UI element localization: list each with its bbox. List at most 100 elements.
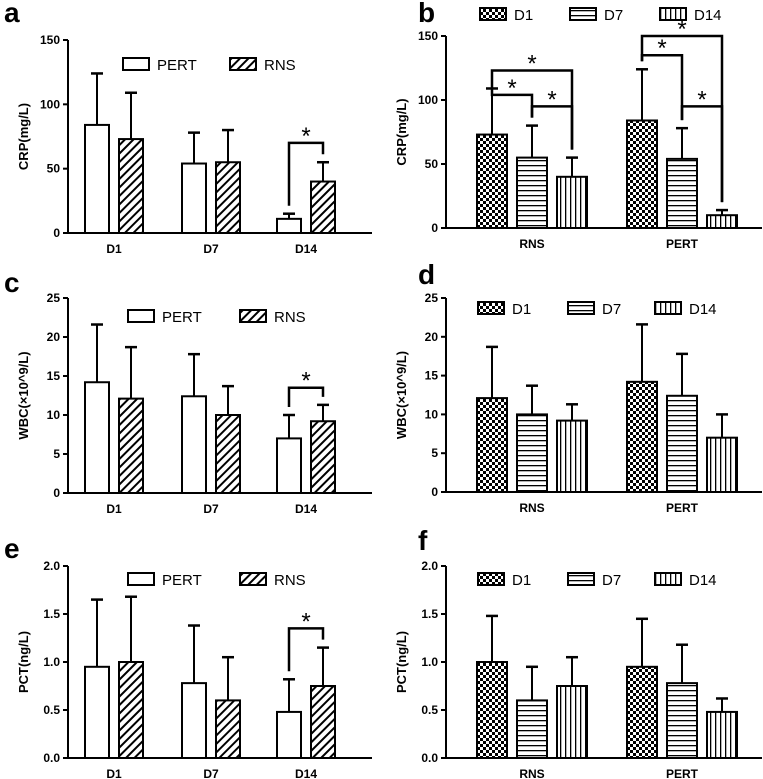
y-tick-label: 25 <box>425 291 439 305</box>
panel-d: 0 5 10 15 20 25 WBC(×10^9/L) RNS PERT D1 D7 D14 <box>394 291 762 515</box>
x-tick-label: PERT <box>666 767 699 779</box>
panel-label-e: e <box>4 533 20 564</box>
significance-star: * <box>527 51 536 78</box>
y-tick-label: 150 <box>418 29 438 43</box>
legend-label: PERT <box>162 309 202 326</box>
x-tick-label: RNS <box>519 237 544 251</box>
legend-swatch <box>654 572 682 586</box>
significance-bracket <box>287 386 325 407</box>
bar-d14 <box>706 214 738 229</box>
legend-label: D14 <box>689 572 717 589</box>
bar-pert <box>181 162 207 235</box>
x-tick-label: D7 <box>203 242 219 256</box>
legend-label: D1 <box>512 301 531 318</box>
y-tick-label: 0 <box>431 221 438 235</box>
y-tick-label: 10 <box>425 407 439 421</box>
y-tick-label: 1.0 <box>421 655 438 669</box>
legend-swatch <box>567 301 595 315</box>
legend-label: PERT <box>162 572 202 589</box>
y-axis-label: PCT(ng/L) <box>16 631 31 693</box>
bar-d7 <box>516 156 548 230</box>
bar-rns <box>310 420 336 494</box>
legend-label: D1 <box>512 572 531 589</box>
y-tick-label: 100 <box>418 93 438 107</box>
bar-pert <box>181 395 207 494</box>
legend-swatch <box>477 301 505 315</box>
bar-rns <box>215 161 241 235</box>
bar-d1 <box>476 133 508 229</box>
bar-d1 <box>476 397 508 494</box>
legend-label: D7 <box>602 301 621 318</box>
bar-d14 <box>706 710 738 759</box>
legend-label: D1 <box>514 7 533 24</box>
legend-swatch <box>477 572 505 586</box>
y-tick-label: 1.5 <box>43 607 60 621</box>
y-tick-label: 15 <box>47 369 61 383</box>
legend-swatch <box>567 572 595 586</box>
y-axis-label: CRP(mg/L) <box>394 98 409 165</box>
bar-d1 <box>626 665 658 759</box>
y-axis-label: CRP(mg/L) <box>16 103 31 170</box>
x-tick-label: D7 <box>203 502 219 516</box>
y-tick-label: 20 <box>47 330 61 344</box>
bar-pert <box>84 665 110 759</box>
y-tick-label: 0.0 <box>421 751 438 765</box>
bar-d14 <box>556 685 588 759</box>
legend-swatch <box>127 572 155 586</box>
bar-d7 <box>516 699 548 760</box>
legend-swatch <box>479 7 507 21</box>
bar-d1 <box>626 119 658 229</box>
panel-a: 0 50 100 150 CRP(mg/L) D1 D7 D14 PERT RNS * <box>16 33 372 256</box>
y-tick-label: 100 <box>40 97 60 111</box>
legend-swatch <box>229 57 257 71</box>
y-tick-label: 1.5 <box>421 607 438 621</box>
significance-bracket <box>490 69 574 150</box>
legend-swatch <box>654 301 682 315</box>
panel-label-c: c <box>4 267 20 298</box>
y-tick-label: 0 <box>53 486 60 500</box>
panel-label-d: d <box>418 259 436 290</box>
y-tick-label: 1.0 <box>43 655 60 669</box>
legend-label: D14 <box>694 7 722 24</box>
significance-star: * <box>301 608 310 635</box>
legend-label: RNS <box>274 309 306 326</box>
y-tick-label: 2.0 <box>43 559 60 573</box>
bar-d1 <box>626 380 658 494</box>
bar-pert <box>181 682 207 759</box>
y-tick-label: 50 <box>47 162 61 176</box>
bar-rns <box>215 414 241 494</box>
bar-pert <box>276 710 302 759</box>
significance-star: * <box>301 368 310 395</box>
bar-d7 <box>516 413 548 493</box>
significance-star: * <box>547 86 556 113</box>
x-tick-label: PERT <box>666 237 699 251</box>
legend-label: PERT <box>157 57 197 74</box>
bar-d7 <box>666 394 698 493</box>
y-tick-label: 0.5 <box>421 703 438 717</box>
y-tick-label: 50 <box>425 157 439 171</box>
y-tick-label: 25 <box>47 291 61 305</box>
bar-pert <box>276 437 302 494</box>
y-axis-label: PCT(ng/L) <box>394 631 409 693</box>
y-tick-label: 150 <box>40 33 60 47</box>
bar-d14 <box>556 419 588 493</box>
legend-label: D7 <box>602 572 621 589</box>
panel-e: 0.0 0.5 1.0 1.5 2.0 PCT(ng/L) D1 D7 D14 PERT RNS * <box>16 559 372 779</box>
y-axis-label: WBC(×10^9/L) <box>394 351 409 439</box>
y-tick-label: 10 <box>47 408 61 422</box>
bar-rns <box>118 661 144 759</box>
x-tick-label: D14 <box>295 767 317 779</box>
x-tick-label: D14 <box>295 242 317 256</box>
y-tick-label: 20 <box>425 330 439 344</box>
y-tick-label: 5 <box>431 446 438 460</box>
bar-pert <box>276 217 302 234</box>
legend-label: RNS <box>264 57 296 74</box>
bar-pert <box>84 381 110 494</box>
legend-swatch <box>659 7 687 21</box>
legend-label: RNS <box>274 572 306 589</box>
legend-label: D14 <box>689 301 717 318</box>
panel-c: 0 5 10 15 20 25 WBC(×10^9/L) D1 D7 D14 PERT RNS * <box>16 291 372 516</box>
legend-swatch <box>239 572 267 586</box>
